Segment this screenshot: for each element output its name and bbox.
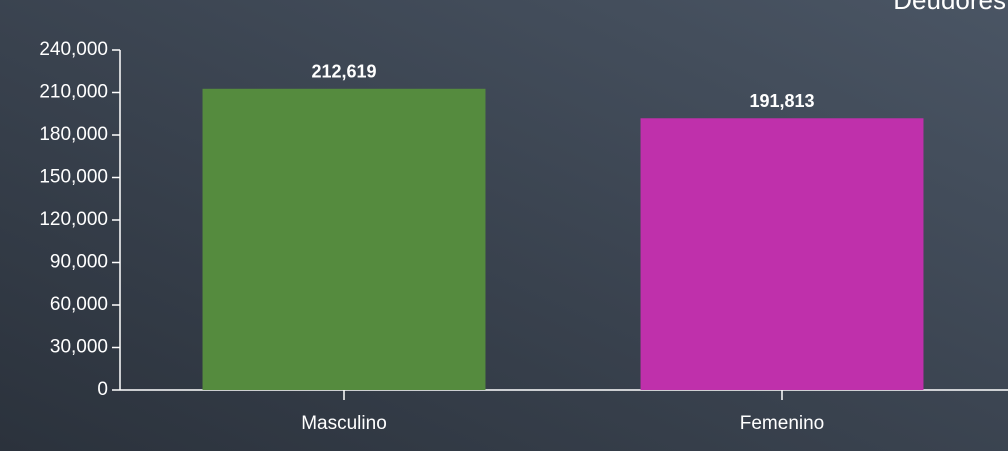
x-tick-label: Femenino xyxy=(740,413,825,434)
chart-title: Deudores xyxy=(893,0,1006,15)
y-tick-label: 240,000 xyxy=(39,39,108,60)
y-tick-label: 30,000 xyxy=(50,337,108,358)
y-tick-label: 0 xyxy=(97,379,108,400)
y-tick-label: 90,000 xyxy=(50,252,108,273)
value-label: 191,813 xyxy=(749,91,814,111)
y-tick-label: 120,000 xyxy=(39,209,108,230)
bar xyxy=(202,88,486,391)
y-tick-label: 150,000 xyxy=(39,167,108,188)
y-tick-label: 180,000 xyxy=(39,124,108,145)
y-tick-label: 210,000 xyxy=(39,82,108,103)
y-tick-label: 60,000 xyxy=(50,294,108,315)
bar xyxy=(640,118,924,390)
value-label: 212,619 xyxy=(311,62,376,82)
x-tick-label: Masculino xyxy=(301,413,387,434)
